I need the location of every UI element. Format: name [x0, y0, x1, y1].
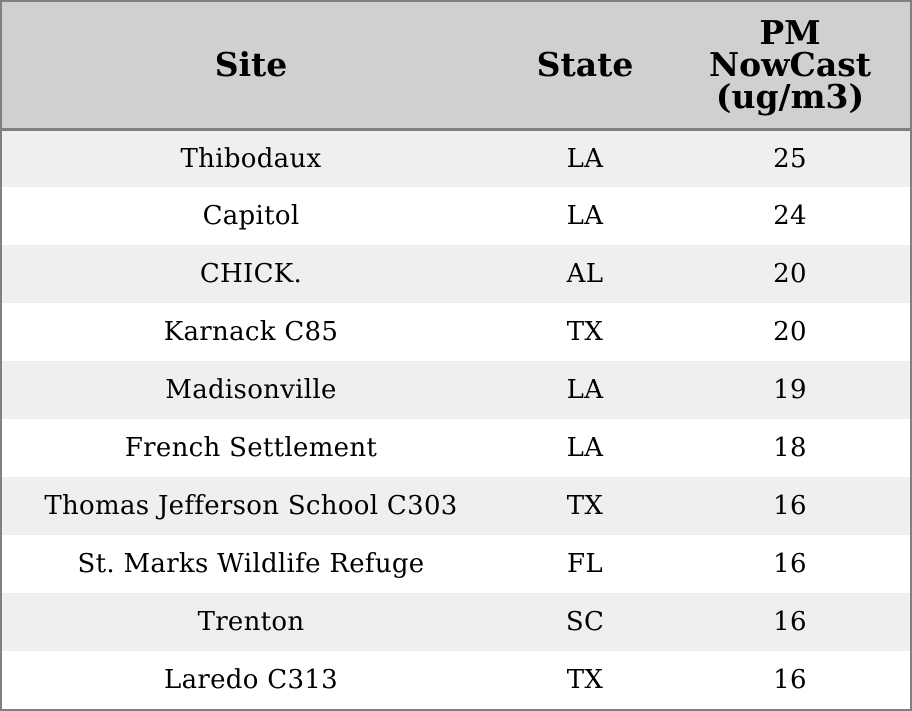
table-header: Site State PM NowCast (ug/m3) — [2, 2, 910, 131]
table-row: Laredo C313 TX 16 — [2, 651, 910, 709]
pm-nowcast-cell: 16 — [773, 607, 807, 637]
state-cell: LA — [566, 433, 604, 463]
header-state: State — [500, 2, 670, 131]
header-pm-line1: PM — [759, 12, 821, 52]
state-cell: LA — [566, 375, 604, 405]
header-row: Site State PM NowCast (ug/m3) — [2, 2, 910, 131]
site-cell: Thibodaux — [180, 143, 322, 174]
header-pm-line3: (ug/m3) — [715, 76, 865, 116]
state-cell: TX — [566, 491, 604, 521]
state-cell: LA — [566, 143, 604, 174]
site-cell: CHICK. — [199, 259, 303, 289]
pm-nowcast-cell: 20 — [773, 317, 807, 347]
table-row: Capitol LA 24 — [2, 187, 910, 245]
header-site: Site — [2, 2, 500, 131]
state-cell: AL — [566, 259, 604, 289]
site-cell: Trenton — [197, 607, 305, 637]
pm-nowcast-cell: 16 — [773, 665, 807, 695]
state-cell: FL — [567, 549, 603, 579]
site-cell: Madisonville — [165, 375, 337, 405]
table-row: Thibodaux LA 25 — [2, 129, 910, 187]
pm-nowcast-cell: 16 — [773, 549, 807, 579]
state-cell: LA — [566, 201, 604, 231]
header-pm-line2: NowCast — [708, 44, 872, 84]
state-cell: TX — [566, 665, 604, 695]
pm-nowcast-cell: 18 — [773, 433, 807, 463]
site-cell: French Settlement — [124, 433, 378, 463]
table-row: French Settlement LA 18 — [2, 419, 910, 477]
state-cell: SC — [565, 607, 605, 637]
pm-nowcast-cell: 24 — [773, 201, 807, 231]
pm-nowcast-cell: 25 — [773, 143, 807, 174]
site-cell: Karnack C85 — [163, 317, 339, 347]
site-cell: St. Marks Wildlife Refuge — [77, 549, 425, 579]
pm-nowcast-cell: 16 — [773, 491, 807, 521]
table-row: Trenton SC 16 — [2, 593, 910, 651]
site-cell: Laredo C313 — [164, 665, 338, 695]
table-row: Karnack C85 TX 20 — [2, 303, 910, 361]
state-cell: TX — [566, 317, 604, 347]
pm-nowcast-cell: 20 — [773, 259, 807, 289]
table-row: Thomas Jefferson School C303 TX 16 — [2, 477, 910, 535]
table-row: St. Marks Wildlife Refuge FL 16 — [2, 535, 910, 593]
site-cell: Capitol — [202, 201, 300, 231]
table-row: Madisonville LA 19 — [2, 361, 910, 419]
table-row: CHICK. AL 20 — [2, 245, 910, 303]
site-cell: Thomas Jefferson School C303 — [44, 491, 458, 521]
table-body: Thibodaux LA 25 Capitol LA 24 CHICK. AL 20 Karnac… — [2, 129, 910, 709]
pm-nowcast-cell: 19 — [773, 375, 807, 405]
header-pm-nowcast: PM NowCast (ug/m3) — [670, 2, 910, 131]
